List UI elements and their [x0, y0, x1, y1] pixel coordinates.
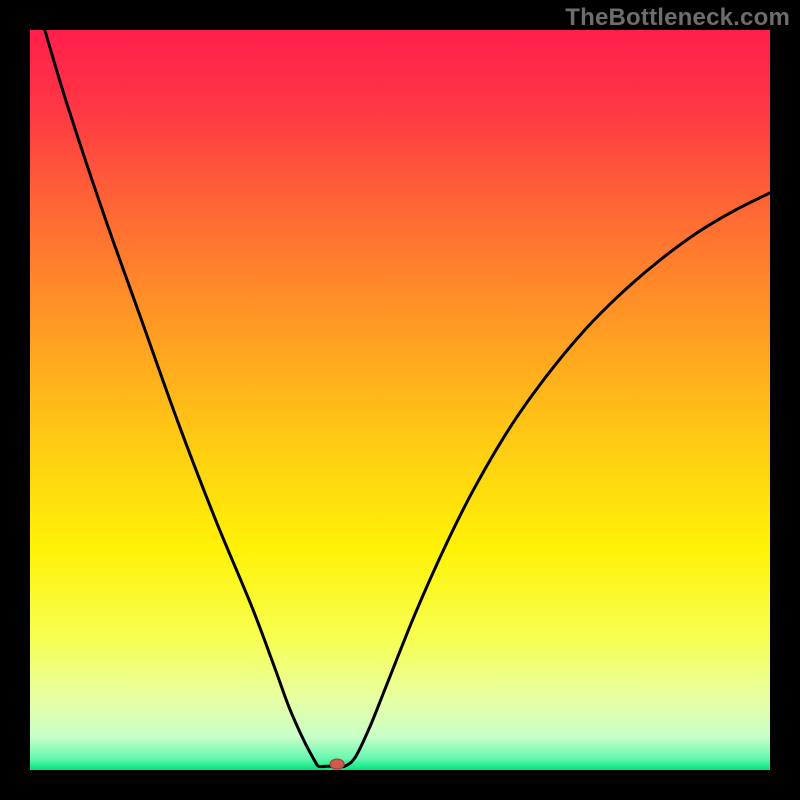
plot-svg	[0, 0, 800, 800]
plot-background	[30, 30, 770, 770]
marker-group	[330, 759, 344, 769]
watermark-text: TheBottleneck.com	[565, 4, 790, 32]
chart-figure: TheBottleneck.com	[0, 0, 800, 800]
optimum-marker	[330, 759, 344, 769]
